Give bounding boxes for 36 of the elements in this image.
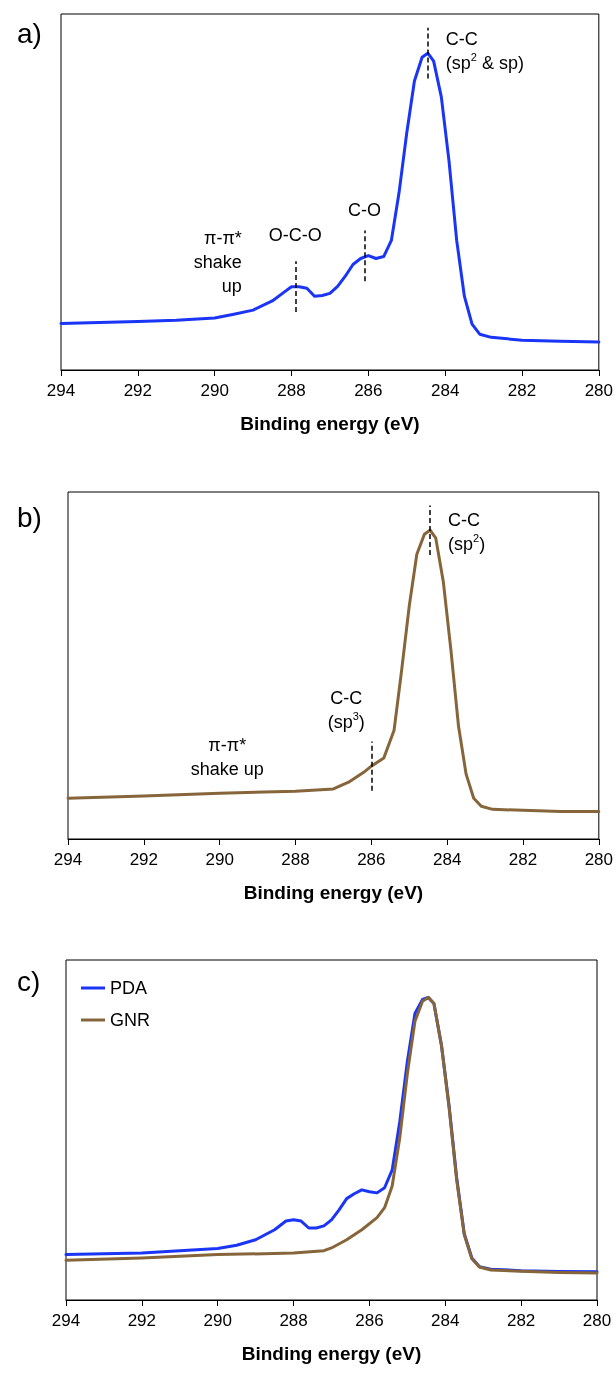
x-tick-label: 294 xyxy=(46,381,76,400)
chart-title: b) xyxy=(17,501,42,533)
x-tick-label: 290 xyxy=(200,381,229,400)
annotation: O-C-O xyxy=(268,224,322,245)
x-tick-label: 282 xyxy=(508,850,538,869)
x-tick-label: 286 xyxy=(354,381,383,400)
x-tick-label: 292 xyxy=(129,850,159,869)
x-axis-title: Binding energy (eV) xyxy=(241,1343,422,1364)
x-tick-label: 280 xyxy=(584,381,614,400)
legend-label: GNR xyxy=(110,1010,150,1030)
x-tick-label: 294 xyxy=(53,850,83,869)
x-tick-label: 286 xyxy=(355,1311,384,1330)
x-tick-label: 280 xyxy=(582,1311,612,1330)
x-tick-label: 294 xyxy=(51,1311,81,1330)
x-tick-label: 282 xyxy=(507,381,537,400)
x-tick-label: 284 xyxy=(432,850,462,869)
x-tick-label: 288 xyxy=(277,381,306,400)
chart-title: a) xyxy=(17,17,42,49)
annotation: C-O xyxy=(347,199,381,220)
x-tick-label: 284 xyxy=(431,1311,460,1330)
x-tick-label: 290 xyxy=(203,1311,232,1330)
annotation: π-π* shake up xyxy=(190,734,264,779)
legend-label: PDA xyxy=(110,978,148,998)
x-tick-label: 284 xyxy=(430,381,460,400)
x-tick-label: 286 xyxy=(357,850,386,869)
x-tick-label: 288 xyxy=(281,850,310,869)
x-tick-label: 282 xyxy=(506,1311,536,1330)
x-tick-label: 290 xyxy=(205,850,234,869)
x-tick-label: 292 xyxy=(123,381,153,400)
annotation: π-π* shake up xyxy=(193,228,242,297)
x-axis-title: Binding energy (eV) xyxy=(243,882,424,903)
x-tick-label: 288 xyxy=(279,1311,308,1330)
chart-title: c) xyxy=(17,965,41,997)
x-tick-label: 292 xyxy=(127,1311,157,1330)
x-tick-label: 280 xyxy=(584,850,614,869)
x-axis-title: Binding energy (eV) xyxy=(240,413,420,434)
